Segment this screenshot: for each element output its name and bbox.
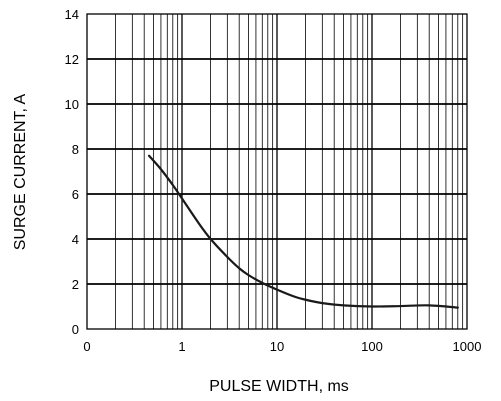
y-tick-label-5: 10 <box>65 97 79 112</box>
series-line-0 <box>147 154 459 309</box>
grid <box>87 14 467 329</box>
y-tick-label-6: 12 <box>65 52 79 67</box>
series-group <box>147 154 459 309</box>
x-tick-label-1: 1 <box>178 339 185 354</box>
y-tick-label-7: 14 <box>65 7 79 22</box>
x-tick-label-0: 0 <box>83 339 90 354</box>
x-tick-label-2: 10 <box>270 339 284 354</box>
plot-frame <box>86 13 468 330</box>
x-tick-label-4: 1000 <box>453 339 482 354</box>
y-tick-label-3: 6 <box>72 187 79 202</box>
x-tick-labels: 0 1 10 100 1000 <box>83 339 481 354</box>
y-tick-label-4: 8 <box>72 142 79 157</box>
y-tick-label-2: 4 <box>72 232 79 247</box>
x-tick-label-3: 100 <box>361 339 383 354</box>
plot-border <box>86 13 468 330</box>
x-axis-title: PULSE WIDTH, ms <box>209 378 349 395</box>
y-tick-label-0: 0 <box>72 322 79 337</box>
y-axis-title: SURGE CURRENT, A <box>12 93 29 250</box>
y-tick-labels: 0 2 4 6 8 10 12 14 <box>65 7 79 337</box>
y-tick-label-1: 2 <box>72 277 79 292</box>
